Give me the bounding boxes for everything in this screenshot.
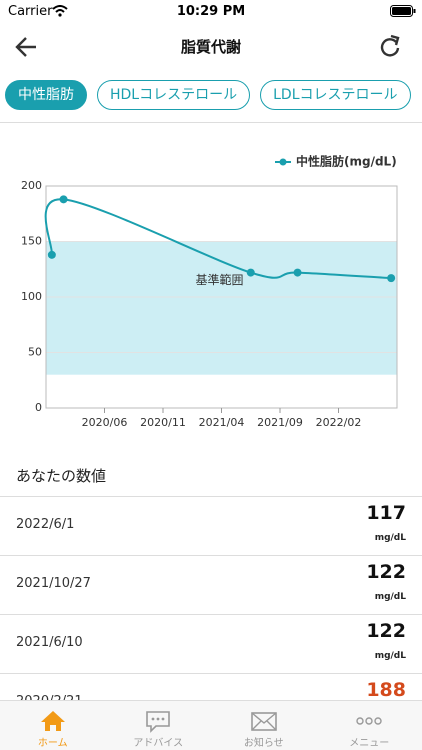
data-point: [59, 195, 68, 204]
legend-label: 中性脂肪(mg/dL): [296, 154, 397, 169]
y-tick-label: 0: [35, 401, 42, 414]
status-bar: Carrier 10:29 PM: [0, 0, 422, 24]
record-unit: mg/dL: [374, 651, 406, 661]
refresh-button[interactable]: [378, 33, 402, 59]
record-date: 2021/10/27: [16, 576, 91, 591]
tab[interactable]: HDLコレステロール: [97, 80, 251, 110]
battery-icon: [390, 5, 416, 17]
clock: 10:29 PM: [176, 4, 246, 19]
tab-bar-label: お知らせ: [243, 738, 284, 749]
record-date: 2021/6/10: [16, 635, 83, 650]
back-button[interactable]: [14, 36, 38, 58]
record-row[interactable]: 2021/6/10 122 mg/dL: [0, 614, 422, 673]
y-tick-label: 200: [21, 179, 42, 192]
record-value: 122: [366, 620, 406, 642]
mail-icon: [250, 712, 277, 731]
carrier: Carrier: [8, 4, 53, 19]
tab-bar-item[interactable]: アドバイス: [106, 701, 212, 750]
record-value: 122: [366, 561, 406, 583]
wifi-icon: [52, 5, 68, 17]
record-unit: mg/dL: [374, 592, 406, 602]
divider: [0, 122, 422, 123]
data-point: [47, 250, 56, 259]
tab[interactable]: LDLコレステロール: [260, 80, 411, 110]
y-tick-label: 150: [21, 235, 42, 248]
record-row[interactable]: 2022/6/1 117 mg/dL: [0, 496, 422, 555]
tabs-row: 中性脂肪 HDLコレステロール LDLコレステロール: [0, 80, 422, 110]
tab-bar-label: ホーム: [37, 738, 68, 749]
x-tick-label: 2022/02: [316, 416, 362, 429]
y-tick-label: 50: [28, 346, 42, 359]
home-icon: [40, 711, 65, 731]
tab-bar-label: アドバイス: [133, 738, 184, 749]
record-value: 117: [366, 502, 406, 524]
data-point: [293, 268, 302, 277]
x-tick-label: 2020/06: [82, 416, 128, 429]
screen-title: 脂質代謝: [180, 38, 241, 56]
advice-icon: [146, 711, 171, 733]
y-tick-label: 100: [21, 290, 42, 303]
category-tabs: 中性脂肪 HDLコレステロール LDLコレステロール: [0, 80, 422, 112]
band-label: 基準範囲: [195, 272, 243, 287]
tab-bar-item[interactable]: ホーム: [0, 701, 106, 750]
tab-bar-item[interactable]: お知らせ: [211, 701, 317, 750]
x-tick-label: 2021/04: [199, 416, 245, 429]
record-date: 2022/6/1: [16, 517, 75, 532]
chart: 0 50 100 150 200 基準範囲 2020/06 2020/11 2021/04 202…: [21, 154, 398, 429]
data-point: [246, 268, 255, 277]
menu-icon: [356, 717, 382, 725]
record-value: 188: [366, 679, 406, 701]
records-title: あなたの数値: [16, 467, 107, 485]
x-tick-label: 2021/09: [257, 416, 303, 429]
x-tick-label: 2020/11: [140, 416, 186, 429]
tab-bar: ホーム アドバイス お知らせ メニュー: [0, 700, 422, 750]
record-unit: mg/dL: [374, 533, 406, 543]
legend-marker: [279, 158, 287, 166]
series-line: [44, 198, 392, 280]
data-point: [387, 274, 396, 283]
record-row[interactable]: 2021/10/27 122 mg/dL: [0, 555, 422, 614]
tab[interactable]: 中性脂肪: [5, 80, 87, 110]
tab-bar-label: メニュー: [349, 738, 390, 749]
tab-bar-item[interactable]: メニュー: [317, 701, 422, 750]
